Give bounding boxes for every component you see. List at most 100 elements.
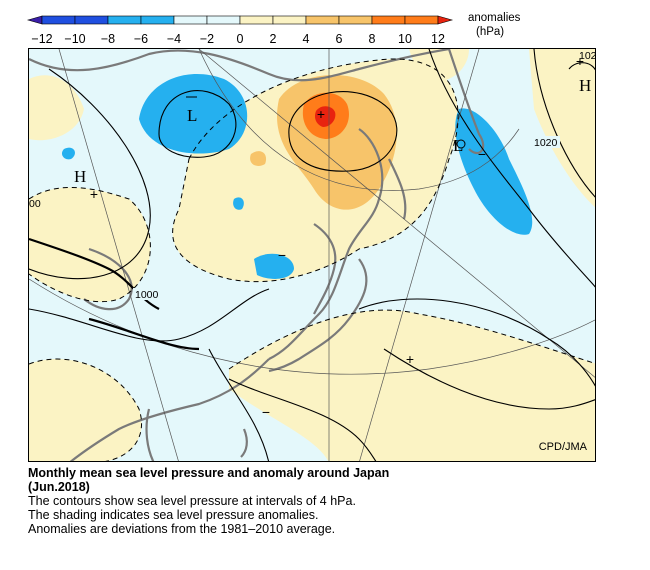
isobars: [29, 49, 595, 461]
colorbar-tick-label: −2: [200, 32, 214, 46]
isobar-japan: [383, 348, 595, 410]
anomaly-area-inland: [250, 151, 267, 166]
map-graphic: 1020 1000 00 102 L L H H + − + − + − +: [29, 49, 595, 461]
peak-positive-anomaly-area: [302, 92, 349, 139]
negative-anomaly-areas: [61, 73, 533, 279]
zero-contour-southwest: [29, 358, 143, 461]
caption-line-contours: The contours show sea level pressure at …: [28, 494, 356, 508]
legend-title: anomalies: [468, 12, 521, 24]
colorbar-segment: [41, 15, 76, 25]
pressure-label-1000-bg: [133, 288, 161, 300]
coastline-philippines: [145, 408, 155, 461]
anomaly-sign-minus-okhotsk: −: [478, 146, 486, 162]
coastline-sakhalin: [388, 158, 407, 220]
caption-line-anomalies: Anomalies are deviations from the 1981–2…: [28, 522, 336, 536]
pressure-anomaly-map: 1020 1000 00 102 L L H H + − + − + − + C…: [28, 48, 596, 462]
isobar-east-high: [533, 49, 595, 198]
pressure-label-1020-bg: [532, 136, 560, 148]
isobar-south: [228, 378, 377, 461]
caption-line-shading: The shading indicates sea level pressure…: [28, 508, 319, 522]
anomaly-sign-plus-west: +: [90, 186, 98, 202]
anomaly-area-northwest: [29, 75, 84, 141]
coastline-korea: [313, 223, 337, 315]
coastline-kamchatka: [447, 49, 485, 155]
colorbar-segment: [239, 15, 274, 25]
isobar-pacific: [358, 298, 595, 387]
anomaly-sign-plus-manchuria: +: [317, 106, 325, 122]
graticule-meridian-3: [58, 49, 179, 461]
coastline-east-asia: [268, 128, 384, 360]
colorbar-segment: [305, 15, 340, 25]
low-center-okhotsk: L: [453, 136, 463, 155]
anomaly-sign-plus-pacific: +: [406, 351, 414, 367]
caption-title: Monthly mean sea level pressure and anom…: [28, 466, 390, 480]
isobar-northwest: [29, 68, 151, 280]
colorbar-segment: [338, 15, 373, 25]
coastline-russia-north: [29, 49, 450, 82]
high-center-west: H: [74, 167, 86, 186]
colorbar-tick-label: 10: [398, 32, 412, 46]
anomaly-area-north: [409, 49, 469, 82]
colorbar-tick-label: −4: [167, 32, 181, 46]
colorbar-tick-label: 12: [431, 32, 445, 46]
anomaly-area-east-china: [254, 253, 294, 279]
coastline-inland-lake: [83, 247, 133, 311]
anomaly-area-okhotsk: [455, 108, 533, 235]
pressure-label-00: 00: [29, 198, 41, 210]
isobar-manchuria-ring: [288, 91, 398, 172]
graticule-parallel-middle: [29, 278, 595, 375]
anomaly-sign-plus-northeast: +: [576, 53, 584, 69]
colorbar-tick-label: 8: [369, 32, 376, 46]
isobar-ne-high-ring: [568, 62, 595, 71]
colorbar-tick-label: −8: [101, 32, 115, 46]
coastline-taiwan: [240, 428, 248, 458]
isobar-thick-1000: [88, 317, 200, 351]
center-markers: [186, 96, 466, 149]
anomaly-area-far-west: [61, 147, 75, 160]
zero-anomaly-contours: [29, 58, 595, 461]
pressure-label-1000: 1000: [135, 289, 159, 301]
low-center-siberia: L: [187, 106, 197, 125]
anomaly-area-southwest: [29, 359, 142, 461]
colorbar-segment: [140, 15, 175, 25]
colorbar-segment: [371, 15, 406, 25]
coastline-japan: [268, 258, 368, 373]
figure-caption: Monthly mean sea level pressure and anom…: [28, 466, 628, 536]
graticule-meridian-2: [198, 49, 595, 378]
colorbar-tick-label: −6: [134, 32, 148, 46]
zero-contour-south: [228, 309, 595, 370]
anomaly-area-east-mountains: [233, 197, 244, 210]
colorbar-segment: [206, 15, 241, 25]
graticule-meridian-4: [359, 49, 480, 461]
high-center-pacific: H: [579, 76, 591, 95]
anomaly-area-siberia: [139, 73, 248, 154]
isobar-high-sw: [208, 348, 270, 461]
anomaly-area-south-pacific: [229, 310, 595, 461]
anomaly-sign-minus-south: −: [262, 404, 270, 420]
anomaly-area-west: [29, 187, 151, 302]
colorbar-segment: [74, 15, 109, 25]
credit-label: CPD/JMA: [538, 441, 587, 453]
low-center-okhotsk-mark: [456, 139, 466, 149]
coastlines: [29, 49, 485, 461]
colorbar-segment: [404, 15, 439, 25]
colorbar-segment: [173, 15, 208, 25]
legend-unit: (hPa): [476, 26, 505, 38]
isobar-okhotsk: [428, 49, 595, 288]
colorbar-arrow-high: [437, 15, 454, 25]
anomaly-sign-minus-china: −: [278, 247, 286, 263]
anomaly-area-northeast: [529, 49, 595, 208]
colorbar-segment: [272, 15, 307, 25]
colorbar-tick-label: 6: [336, 32, 343, 46]
colorbar-tick-label: −10: [64, 32, 85, 46]
colorbar-arrow-low: [26, 15, 43, 25]
colorbar-tick-label: 0: [237, 32, 244, 46]
colorbar-graphic: −12 −10 −8 −6 −4 −2 0 2 4 6 8 10 12: [26, 15, 454, 46]
colorbar-tick-label: 2: [270, 32, 277, 46]
pressure-label-1020: 1020: [534, 137, 558, 149]
colorbar-segment: [107, 15, 142, 25]
colorbar-tick-label: −12: [31, 32, 52, 46]
caption-period: (Jun.2018): [28, 480, 90, 494]
isobar-siberia-low: [158, 90, 237, 158]
colorbar-tick-label: 4: [303, 32, 310, 46]
